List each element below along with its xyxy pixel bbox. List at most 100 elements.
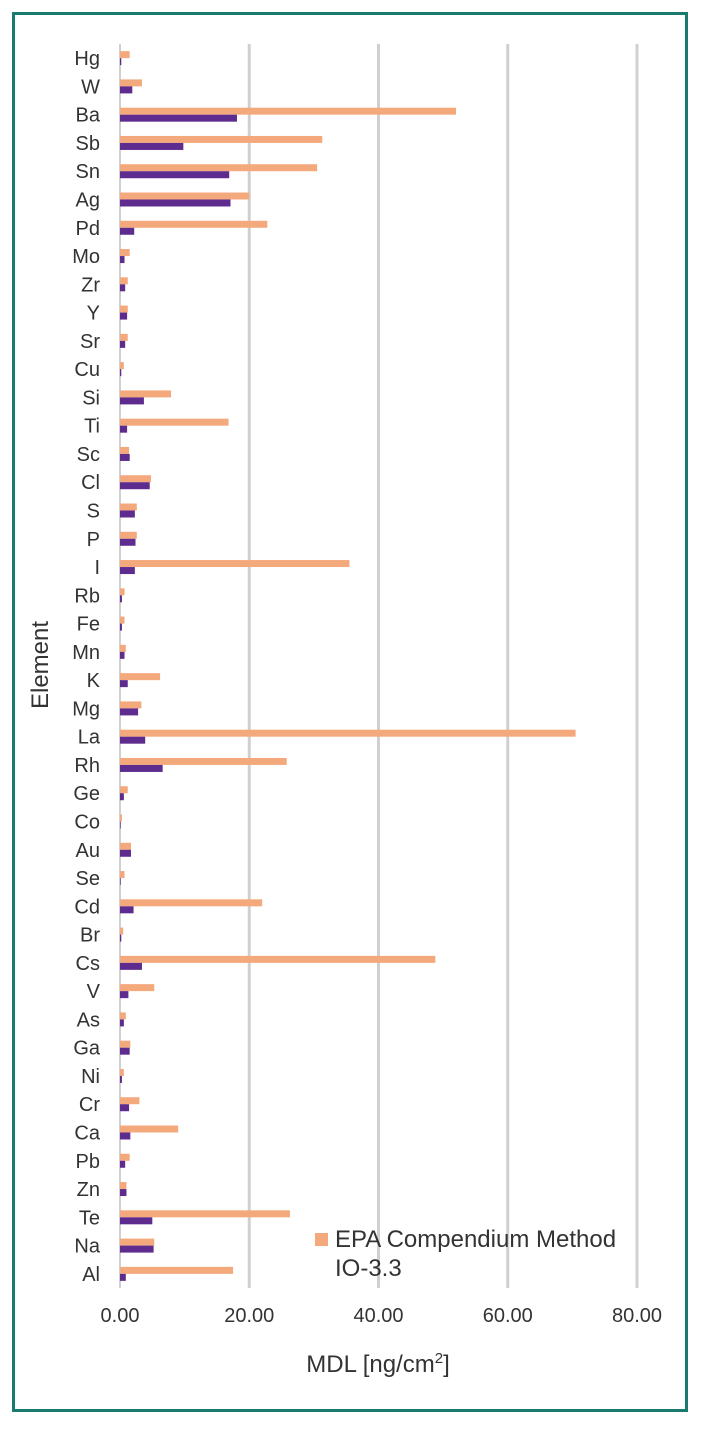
category-label: I	[94, 557, 100, 579]
x-axis-title-close: ]	[443, 1351, 450, 1378]
x-axis-title-sup: 2	[435, 1350, 443, 1367]
bar-series-2	[120, 595, 122, 603]
category-label: Sc	[77, 444, 100, 466]
category-label: Ag	[76, 190, 100, 212]
category-label: Sr	[80, 331, 100, 353]
bar-series-1	[120, 701, 142, 709]
category-label: Ga	[73, 1038, 101, 1060]
category-label: Se	[76, 868, 100, 890]
category-label: Ti	[84, 416, 100, 438]
bar-series-2	[120, 171, 230, 179]
bar-series-2	[120, 1217, 153, 1225]
bar-series-2	[120, 962, 142, 970]
bar-series-2	[120, 708, 139, 716]
bar-series-1	[120, 1097, 140, 1105]
bar-series-2	[120, 1047, 130, 1055]
bar-series-1	[120, 588, 125, 596]
category-label: Co	[74, 812, 100, 834]
category-label: Pb	[76, 1151, 100, 1173]
bar-series-2	[120, 340, 126, 348]
bar-series-2	[120, 651, 125, 659]
bar-series-1	[120, 927, 124, 935]
x-tick-label: 40.00	[353, 1305, 403, 1327]
grid-layer	[119, 44, 639, 1288]
category-label: Te	[79, 1207, 100, 1229]
category-label: Sb	[76, 133, 100, 155]
bar-series-1	[120, 1238, 155, 1246]
category-label: Ni	[81, 1066, 100, 1088]
x-tick-label: 80.00	[612, 1305, 662, 1327]
y-axis-title: Element	[27, 621, 54, 709]
bar-series-1	[120, 503, 137, 511]
category-label: Cl	[81, 472, 100, 494]
bar-series-2	[120, 1189, 127, 1197]
bar-series-2	[120, 567, 135, 575]
bar-series-1	[120, 560, 350, 568]
legend: EPA Compendium Method IO-3.3	[315, 1226, 616, 1282]
bar-series-2	[120, 453, 130, 461]
category-label: Cu	[74, 359, 100, 381]
category-labels: Hg W Ba Sb Sn Ag Pd Mo Zr Y Sr Cu Si Ti Sc Cl SPI Rb Fe Mn K…	[72, 48, 101, 1286]
category-label: Cd	[74, 896, 100, 918]
category-label: P	[87, 529, 100, 551]
bar-series-2	[120, 482, 150, 490]
bar-series-2	[120, 58, 122, 66]
bar-series-2	[120, 1160, 126, 1168]
bar-series-1	[120, 446, 130, 454]
bar-series-1	[120, 192, 250, 200]
category-label: As	[77, 1009, 100, 1031]
category-label: Rb	[74, 585, 100, 607]
category-label: Pd	[76, 218, 100, 240]
category-label: Si	[82, 387, 100, 409]
bar-series-1	[120, 1210, 290, 1218]
x-tick-label: 60.00	[483, 1305, 533, 1327]
category-label: Zr	[81, 274, 100, 296]
bar-series-1	[120, 107, 457, 115]
category-label: Sn	[76, 161, 100, 183]
bar-series-1	[120, 249, 130, 257]
bar-series-2	[120, 878, 121, 886]
legend-line-2: IO-3.3	[335, 1255, 402, 1282]
category-label: S	[87, 501, 100, 523]
bar-series-1	[120, 475, 152, 483]
bar-series-1	[120, 814, 122, 822]
bar-series-2	[120, 906, 134, 914]
bar-series-2	[120, 849, 131, 857]
legend-line-1: EPA Compendium Method	[335, 1226, 616, 1253]
bar-series-1	[120, 1040, 131, 1048]
bar-series-2	[120, 1019, 124, 1027]
x-tick-labels: 0.00 20.00 40.00 60.00 80.00	[101, 1305, 663, 1327]
bar-series-1	[120, 51, 130, 59]
bar-series-1	[120, 277, 128, 285]
bar-series-1	[120, 418, 229, 426]
bar-series-1	[120, 1012, 126, 1020]
bar-series-2	[120, 934, 122, 942]
category-label: Mn	[72, 642, 100, 664]
bar-series-2	[120, 1273, 126, 1281]
bar-series-2	[120, 793, 124, 801]
category-label: Cr	[79, 1094, 100, 1116]
category-label: Ge	[73, 783, 100, 805]
bar-series-1	[120, 1125, 179, 1133]
bar-series-2	[120, 114, 237, 122]
bar-series-1	[120, 729, 576, 737]
bar-series-2	[120, 1132, 131, 1140]
category-label: Mo	[72, 246, 100, 268]
bar-series-2	[120, 86, 133, 94]
bar-series-2	[120, 736, 146, 744]
bar-series-1	[120, 673, 161, 681]
category-label: W	[81, 76, 100, 98]
bar-series-2	[120, 369, 122, 377]
bar-series-2	[120, 142, 184, 150]
category-label: Rh	[74, 755, 100, 777]
legend-swatch	[315, 1233, 328, 1246]
bar-series-1	[120, 135, 323, 143]
bar-series-2	[120, 1245, 154, 1253]
bar-series-1	[120, 220, 268, 228]
x-tick-label: 20.00	[224, 1305, 274, 1327]
category-label: Cs	[76, 953, 100, 975]
bar-series-2	[120, 764, 163, 772]
bar-series-1	[120, 616, 125, 624]
bar-series-1	[120, 333, 128, 341]
bar-series-2	[120, 821, 121, 829]
